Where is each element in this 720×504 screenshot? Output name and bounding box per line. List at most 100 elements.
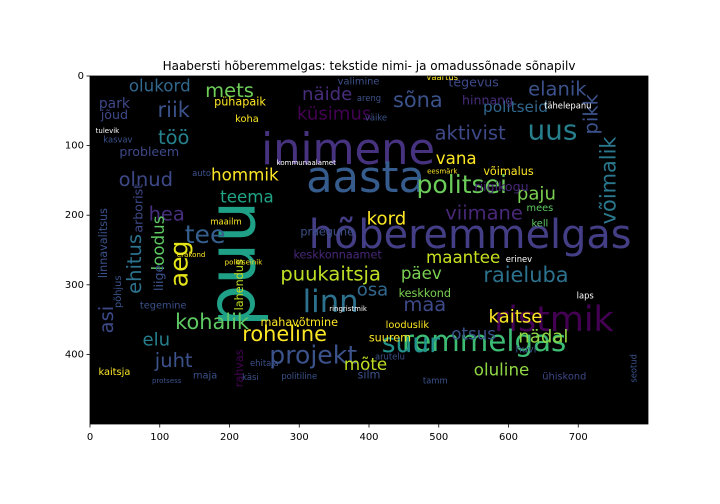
word-27: hommik <box>211 165 279 185</box>
word-43: juht <box>154 349 193 372</box>
word-101: tamm <box>423 375 448 385</box>
word-88: auto <box>192 168 211 178</box>
word-17: näide <box>302 84 352 105</box>
word-3: hõberemmelgas <box>309 212 632 258</box>
word-14: kohalik <box>175 310 250 334</box>
word-102: seotud <box>629 354 639 383</box>
word-19: olukord <box>129 76 191 96</box>
x-tick-label-1: 100 <box>150 432 169 443</box>
word-16: küsimus <box>297 103 371 124</box>
y-tick-label-4: 400 <box>65 349 84 360</box>
word-56: hinnang <box>462 93 513 108</box>
word-46: loodus <box>148 216 168 271</box>
word-62: praegune <box>300 226 354 239</box>
word-34: paju <box>517 183 556 204</box>
word-9: projekt <box>269 340 357 369</box>
word-86: mees <box>527 203 554 214</box>
word-38: otsus <box>451 323 496 343</box>
x-tick-label-3: 300 <box>290 432 309 443</box>
word-55: tegevus <box>448 74 498 89</box>
word-7: politsei <box>416 170 507 199</box>
word-41: oluline <box>474 360 530 380</box>
word-90: politiseinik <box>225 259 264 267</box>
word-0: inimene <box>261 125 435 175</box>
word-15: sõna <box>393 88 443 112</box>
word-30: aktivist <box>435 121 506 144</box>
x-tick-label-7: 700 <box>569 432 588 443</box>
word-47: asi <box>95 306 118 334</box>
word-54: riigikogu <box>474 179 528 194</box>
y-tick-label-3: 300 <box>65 280 84 291</box>
word-51: keskkonnaamet <box>293 249 382 262</box>
word-83: väike <box>365 112 387 122</box>
word-49: osa <box>357 279 389 300</box>
word-65: linnavalitsus <box>97 208 110 278</box>
word-22: olnud <box>119 168 173 191</box>
plot-background <box>90 76 648 424</box>
x-tick-label-2: 200 <box>220 432 239 443</box>
word-4: ristmik <box>494 300 615 340</box>
word-59: jõud <box>100 107 128 122</box>
word-93: protsess <box>152 377 182 385</box>
word-layer: inimene puu aasta hõberemmelgas ristmikremme… <box>95 72 639 387</box>
word-82: tähelepanu <box>544 100 591 110</box>
word-63: arborist <box>130 184 145 233</box>
word-89: maailm <box>210 217 241 227</box>
word-2: aasta <box>306 153 425 203</box>
word-28: kord <box>367 208 407 229</box>
word-98: erinev <box>506 254 532 264</box>
word-57: probleem <box>119 144 179 159</box>
word-48: päev <box>401 263 442 283</box>
word-87: laps <box>577 290 594 300</box>
word-37: maa <box>403 293 446 316</box>
word-61: koha <box>235 114 259 125</box>
word-40: nädal <box>518 327 568 348</box>
word-1: puu <box>193 201 271 327</box>
word-52: keskkond <box>399 287 451 300</box>
word-96: tulevik <box>96 127 121 135</box>
word-94: politiline <box>281 371 317 381</box>
word-72: kaitsja <box>98 367 130 378</box>
word-36: pikk <box>580 93 603 134</box>
word-33: politseid <box>483 98 548 116</box>
x-axis: 0 100 200 300 400 500 600 700 <box>87 424 588 443</box>
word-20: riik <box>158 98 191 122</box>
word-92: eesmärk <box>427 167 458 175</box>
word-29: viimane <box>445 201 523 224</box>
word-70: suurem <box>369 331 411 344</box>
word-78: ehitaja <box>250 358 279 368</box>
word-58: park <box>99 96 130 112</box>
word-50: maantee <box>426 247 500 267</box>
word-5: remmelgas <box>402 324 566 358</box>
word-39: kaitse <box>489 307 543 328</box>
word-99: väärtus <box>426 72 458 82</box>
word-26: teema <box>220 186 274 206</box>
word-31: vana <box>436 148 477 168</box>
word-67: lahendus <box>233 259 246 310</box>
word-45: ehitus <box>123 234 146 294</box>
y-axis: 0 100 200 300 400 <box>65 71 90 360</box>
word-42: mõte <box>344 354 387 374</box>
word-18: mets <box>205 79 254 102</box>
word-100: arutelu <box>375 352 405 362</box>
word-74: käsi <box>242 372 259 382</box>
word-8: uus <box>527 114 577 147</box>
chart-title: Haabersti hõberemmelgas: tekstide nimi- … <box>163 59 576 73</box>
word-25: aeg <box>165 241 194 288</box>
word-69: mahavõtmine <box>260 316 338 329</box>
word-68: rahvas <box>233 349 246 387</box>
word-79: ringristmik <box>329 305 368 313</box>
word-53: võimalus <box>483 165 534 178</box>
x-tick-label-0: 0 <box>87 432 93 443</box>
x-tick-label-6: 600 <box>499 432 518 443</box>
word-71: looduslik <box>386 320 430 331</box>
word-13: roheline <box>242 322 327 346</box>
word-12: raieluba <box>483 263 568 287</box>
word-24: tee <box>185 220 226 249</box>
word-81: valimine <box>338 77 380 88</box>
word-97: huvi <box>515 345 536 356</box>
word-77: tegemine <box>140 301 187 312</box>
y-tick-label-2: 200 <box>65 210 84 221</box>
y-tick-label-1: 100 <box>65 141 84 152</box>
word-75: silm <box>358 368 381 381</box>
